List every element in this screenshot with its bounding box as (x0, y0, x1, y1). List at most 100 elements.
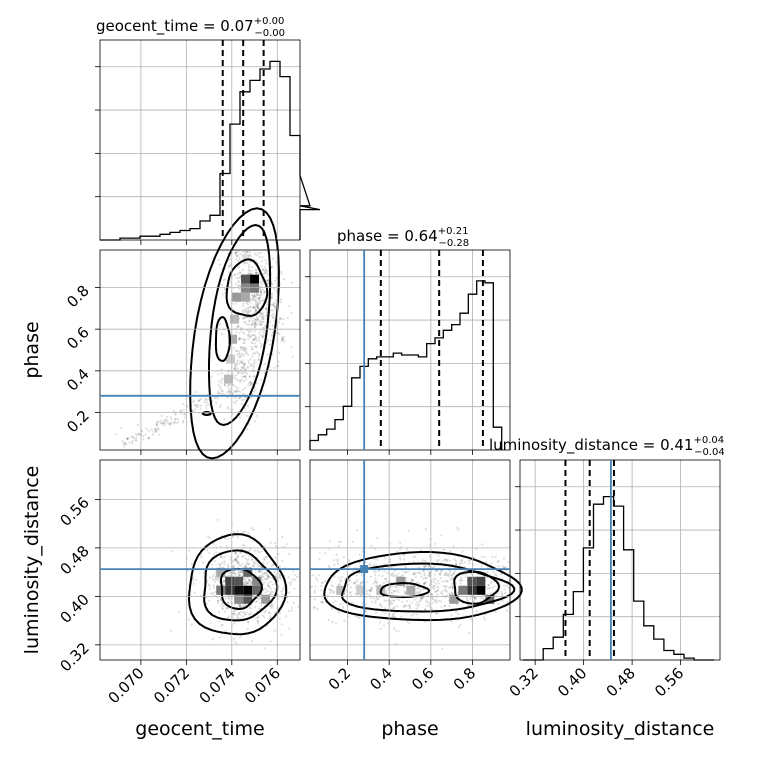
sample-point (288, 627, 291, 630)
sample-point (244, 612, 247, 615)
sample-point (197, 405, 200, 408)
sample-point (480, 555, 483, 558)
sample-point (390, 574, 393, 577)
sample-point (262, 589, 265, 592)
sample-point (221, 389, 224, 392)
sample-point (361, 550, 364, 553)
sample-point (264, 308, 267, 311)
sample-point (412, 556, 415, 559)
sample-point (257, 297, 261, 300)
sample-point (443, 604, 446, 607)
sample-point (234, 364, 237, 367)
sample-point (243, 250, 246, 253)
sample-point (218, 406, 222, 409)
sample-point (251, 392, 254, 395)
sample-point (447, 573, 450, 576)
sample-point (502, 565, 505, 568)
sample-point (244, 613, 247, 616)
sample-point (233, 273, 236, 276)
sample-point (441, 580, 444, 583)
sample-point (415, 607, 418, 610)
density-cell (396, 576, 406, 586)
sample-point (444, 589, 447, 592)
sample-point (397, 591, 400, 594)
sample-point (238, 390, 241, 393)
sample-point (192, 582, 195, 586)
sample-point (232, 560, 235, 563)
density-cell (476, 585, 486, 595)
sample-point (314, 585, 317, 588)
sample-point (232, 564, 235, 567)
sample-point (234, 385, 237, 388)
density-cell (234, 594, 244, 604)
ylabel-phase: phase (21, 321, 43, 378)
sample-point (213, 559, 217, 563)
sample-point (238, 573, 241, 577)
sample-point (227, 565, 230, 568)
sample-point (195, 404, 198, 407)
sample-point (348, 591, 351, 594)
sample-point (282, 545, 285, 548)
sample-point (256, 619, 259, 623)
sample-point (238, 337, 242, 340)
sample-point (422, 582, 426, 585)
sample-point (270, 266, 273, 269)
sample-point (286, 601, 289, 604)
sample-point (342, 605, 345, 608)
sample-point (239, 275, 242, 278)
sample-point (268, 343, 271, 346)
sample-point (424, 581, 427, 584)
sample-point (155, 430, 158, 433)
contour-phase-geocent-outer (189, 207, 280, 460)
sample-point (392, 627, 396, 630)
sample-point (239, 605, 242, 608)
sample-point (205, 602, 208, 606)
sample-point (213, 553, 216, 556)
xlabel-geocent-time: geocent_time (135, 718, 264, 740)
sample-point (481, 543, 484, 546)
sample-point (259, 320, 262, 323)
sample-point (383, 599, 386, 602)
sample-point (163, 422, 166, 425)
x-tick-label-geocent_time: 0.074 (196, 664, 239, 707)
sample-point (221, 283, 224, 287)
sample-point (255, 271, 258, 274)
sample-point (240, 371, 243, 374)
sample-point (242, 317, 245, 320)
sample-point (272, 316, 275, 319)
sample-point (249, 380, 252, 383)
sample-point (501, 599, 504, 603)
sample-point (356, 615, 359, 619)
sample-point (213, 580, 216, 583)
sample-point (457, 626, 460, 629)
sample-point (205, 404, 208, 407)
xlabel-luminosity-distance: luminosity_distance (526, 718, 715, 740)
sample-point (251, 355, 254, 358)
sample-point (277, 360, 280, 363)
y-tick-label-phase: 0.2 (63, 407, 93, 437)
sample-point (424, 577, 428, 580)
sample-point (398, 548, 402, 551)
density-cell (406, 585, 416, 595)
sample-point (234, 402, 237, 405)
sample-point (254, 335, 257, 338)
sample-point (263, 290, 266, 293)
sample-point (130, 435, 133, 439)
title-luminosity-distance-param: luminosity_distance (489, 436, 638, 455)
sample-point (389, 560, 392, 563)
sample-point (376, 537, 379, 540)
sample-point (260, 265, 263, 268)
sample-point (239, 551, 242, 555)
sample-point (245, 302, 248, 305)
sample-point (250, 324, 253, 327)
sample-point (259, 574, 262, 577)
sample-point (265, 555, 268, 559)
sample-point (486, 570, 489, 573)
sample-point (291, 578, 294, 581)
sample-point (257, 615, 260, 618)
sample-point (259, 311, 262, 315)
sample-point (244, 316, 247, 319)
sample-point (245, 351, 248, 354)
sample-point (250, 397, 253, 400)
sample-point (403, 586, 406, 589)
